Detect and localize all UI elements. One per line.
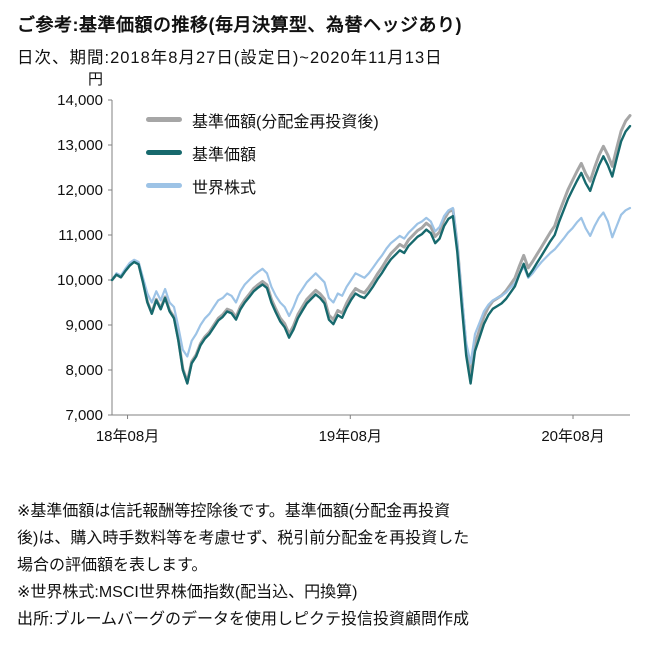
x-axis-label: 18年08月: [96, 428, 159, 445]
footnote-line: 場合の評価額を表します。: [17, 557, 208, 574]
footnote-line: 後)は、購入時手数料等を考慮せず、税引前分配金を再投資した: [17, 530, 470, 547]
page-title: ご参考:基準価額の推移(毎月決算型、為替ヘッジあり): [17, 15, 462, 35]
y-axis-label: 7,000: [65, 407, 103, 424]
chart-legend: 基準価額(分配金再投資後) 基準価額世界株式: [146, 108, 379, 197]
y-axis-label: 12,000: [57, 182, 103, 199]
y-axis-label: 9,000: [65, 317, 103, 334]
footnotes: ※基準価額は信託報酬等控除後です。基準価額(分配金再投資 後)は、購入時手数料等…: [17, 498, 469, 633]
y-axis-label: 11,000: [58, 227, 103, 244]
footnote-line: 出所:ブルームバーグのデータを使用しピクテ投信投資顧問作成: [17, 611, 469, 628]
legend-swatch: [146, 117, 182, 122]
y-axis-label: 14,000: [57, 92, 103, 109]
legend-label: 世界株式: [192, 179, 257, 197]
series-line-1: [110, 124, 632, 385]
x-axis-label: 19年08月: [319, 428, 382, 445]
y-axis-label: 10,000: [57, 272, 103, 289]
y-axis-label: 13,000: [57, 137, 103, 154]
legend-swatch: [146, 150, 182, 155]
x-axis-label: 20年08月: [541, 428, 604, 445]
legend-item: 基準価額(分配金再投資後): [146, 108, 379, 131]
footnote-line: ※世界株式:MSCI世界株価指数(配当込、円換算): [17, 584, 358, 601]
legend-item: 基準価額: [146, 141, 379, 164]
series-line-2: [110, 206, 632, 365]
chart-subtitle: 日次、期間:2018年8月27日(設定日)~2020年11月13日: [17, 49, 443, 67]
legend-swatch: [146, 183, 182, 188]
footnote-line: ※基準価額は信託報酬等控除後です。基準価額(分配金再投資: [17, 503, 451, 520]
legend-label: 基準価額: [192, 146, 257, 164]
nav-line-chart: 7,000 8,000 9,000 10,000 11,000 12,000 13,000 1…: [57, 71, 632, 445]
y-axis-label: 8,000: [65, 362, 103, 379]
legend-item: 世界株式: [146, 174, 379, 197]
legend-label: 基準価額(分配金再投資後): [192, 113, 379, 131]
y-axis-unit-label: 円: [88, 71, 103, 88]
